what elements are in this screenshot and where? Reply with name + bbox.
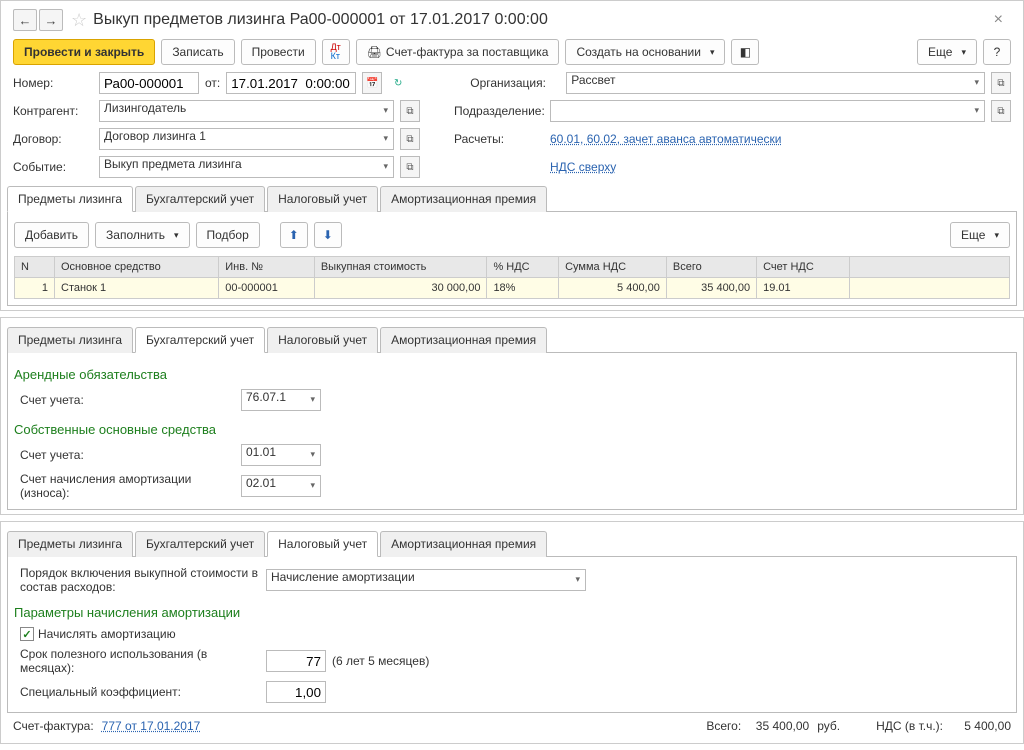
org-open-icon[interactable]: ⧉: [991, 72, 1011, 94]
event-label: Событие:: [13, 160, 93, 174]
from-label: от:: [205, 76, 220, 90]
move-up-button[interactable]: ⬆: [280, 222, 308, 248]
org-label: Организация:: [470, 76, 560, 90]
nav-fwd-button[interactable]: →: [39, 9, 63, 31]
col-vat-acc: Счет НДС: [757, 257, 850, 278]
total-label: Всего:: [706, 719, 741, 733]
add-row-button[interactable]: Добавить: [14, 222, 89, 248]
total-value: 35 400,00: [749, 719, 809, 733]
invoice-footer-label: Счет-фактура:: [13, 719, 94, 733]
calc-link[interactable]: 60.01, 60.02, зачет аванса автоматически: [550, 132, 781, 146]
event-open-icon[interactable]: ⧉: [400, 156, 420, 178]
order-label: Порядок включения выкупной стоимости в с…: [20, 566, 260, 594]
tab3-tax[interactable]: Налоговый учет: [267, 531, 378, 557]
col-asset: Основное средство: [55, 257, 219, 278]
nav-back-button[interactable]: ←: [13, 9, 37, 31]
order-select[interactable]: Начисление амортизации: [266, 569, 586, 591]
counterparty-open-icon[interactable]: ⧉: [400, 100, 420, 122]
invoice-button[interactable]: 🖨Счет-фактура за поставщика: [356, 39, 560, 65]
col-n: N: [15, 257, 55, 278]
move-down-button[interactable]: ⬇: [314, 222, 342, 248]
tab2-tax[interactable]: Налоговый учет: [267, 327, 378, 353]
division-select[interactable]: [550, 100, 985, 122]
contract-select[interactable]: Договор лизинга 1: [99, 128, 394, 150]
items-table: N Основное средство Инв. № Выкупная стои…: [14, 256, 1010, 299]
tab3-accounting[interactable]: Бухгалтерский учет: [135, 531, 265, 557]
division-open-icon[interactable]: ⧉: [991, 100, 1011, 122]
vat-footer-label: НДС (в т.ч.):: [876, 719, 943, 733]
number-label: Номер:: [13, 76, 93, 90]
life-label: Срок полезного использования (в месяцах)…: [20, 647, 260, 675]
org-select[interactable]: Рассвет: [566, 72, 985, 94]
account2-select[interactable]: 01.01: [241, 444, 321, 466]
write-button[interactable]: Записать: [161, 39, 234, 65]
coef-input[interactable]: [266, 681, 326, 703]
tab-leasing-items[interactable]: Предметы лизинга: [7, 186, 133, 212]
col-price: Выкупная стоимость: [314, 257, 487, 278]
life-hint: (6 лет 5 месяцев): [332, 654, 429, 668]
counterparty-label: Контрагент:: [13, 104, 93, 118]
print-icon: 🖨: [367, 45, 382, 59]
dep-account-select[interactable]: 02.01: [241, 475, 321, 497]
life-input[interactable]: [266, 650, 326, 672]
number-input[interactable]: [99, 72, 199, 94]
vat-footer-value: 5 400,00: [951, 719, 1011, 733]
rent-obligations-heading: Арендные обязательства: [14, 367, 1010, 382]
contract-open-icon[interactable]: ⧉: [400, 128, 420, 150]
contract-label: Договор:: [13, 132, 93, 146]
page-title: Выкуп предметов лизинга Ра00-000001 от 1…: [93, 11, 548, 29]
tab-bonus[interactable]: Амортизационная премия: [380, 186, 547, 212]
tab2-accounting[interactable]: Бухгалтерский учет: [135, 327, 265, 353]
calendar-icon[interactable]: 📅: [362, 72, 382, 94]
tab-accounting[interactable]: Бухгалтерский учет: [135, 186, 265, 212]
favorite-icon[interactable]: ☆: [71, 10, 87, 31]
post-button[interactable]: Провести: [241, 39, 316, 65]
tab2-leasing-items[interactable]: Предметы лизинга: [7, 327, 133, 353]
structure-button[interactable]: ◧: [731, 39, 759, 65]
calc-label: Расчеты:: [454, 132, 544, 146]
invoice-footer-link[interactable]: 777 от 17.01.2017: [102, 719, 201, 733]
fill-button[interactable]: Заполнить: [95, 222, 189, 248]
dt-kt-button[interactable]: ДтКт: [322, 39, 350, 65]
date-input[interactable]: [226, 72, 356, 94]
counterparty-select[interactable]: Лизингодатель: [99, 100, 394, 122]
help-button[interactable]: ?: [983, 39, 1011, 65]
col-inv: Инв. №: [219, 257, 315, 278]
coef-label: Специальный коэффициент:: [20, 685, 260, 699]
create-based-button[interactable]: Создать на основании: [565, 39, 725, 65]
col-vat-sum: Сумма НДС: [559, 257, 667, 278]
dep-account-label: Счет начисления амортизации (износа):: [20, 472, 235, 500]
account2-label: Счет учета:: [20, 448, 235, 462]
account1-select[interactable]: 76.07.1: [241, 389, 321, 411]
post-and-close-button[interactable]: Провести и закрыть: [13, 39, 155, 65]
own-assets-heading: Собственные основные средства: [14, 422, 1010, 437]
tab2-bonus[interactable]: Амортизационная премия: [380, 327, 547, 353]
calc-dep-checkbox[interactable]: ✓ Начислять амортизацию: [20, 627, 176, 641]
account1-label: Счет учета:: [20, 393, 235, 407]
tab3-bonus[interactable]: Амортизационная премия: [380, 531, 547, 557]
posted-icon: ↻: [388, 72, 408, 94]
pick-button[interactable]: Подбор: [196, 222, 260, 248]
col-vat-pct: % НДС: [487, 257, 559, 278]
more-button[interactable]: Еще: [917, 39, 977, 65]
dep-params-heading: Параметры начисления амортизации: [14, 605, 1010, 620]
close-button[interactable]: ×: [986, 11, 1011, 29]
event-select[interactable]: Выкуп предмета лизинга: [99, 156, 394, 178]
currency-label: руб.: [817, 719, 840, 733]
col-total: Всего: [666, 257, 756, 278]
checkbox-checked-icon: ✓: [20, 627, 34, 641]
table-more-button[interactable]: Еще: [950, 222, 1010, 248]
tab-tax[interactable]: Налоговый учет: [267, 186, 378, 212]
tab3-leasing-items[interactable]: Предметы лизинга: [7, 531, 133, 557]
table-row[interactable]: 1 Станок 1 00-000001 30 000,00 18% 5 400…: [15, 278, 1010, 299]
vat-link[interactable]: НДС сверху: [550, 160, 616, 174]
division-label: Подразделение:: [454, 104, 544, 118]
